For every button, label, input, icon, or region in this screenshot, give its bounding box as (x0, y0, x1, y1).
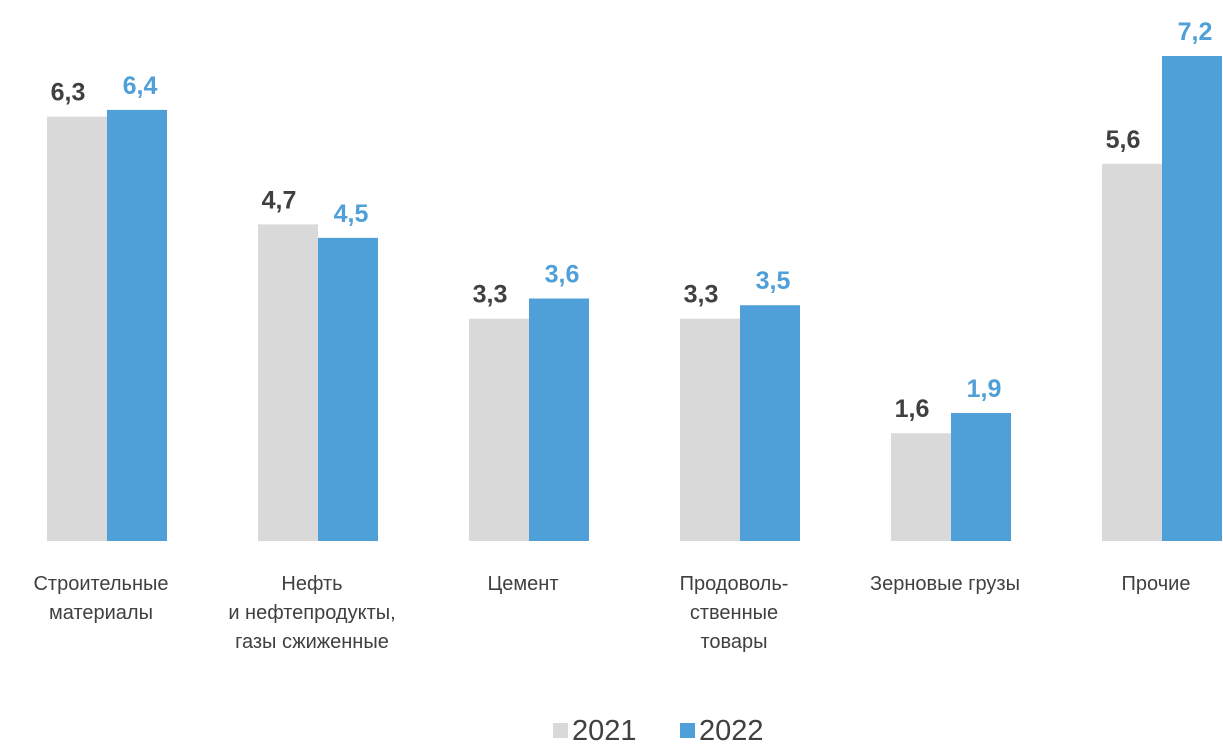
bar-2021-2 (469, 318, 529, 541)
value-label-2021-3: 3,3 (684, 281, 719, 309)
category-label-3: Продоволь- (680, 573, 789, 595)
value-label-2021-0: 6,3 (51, 79, 86, 107)
bar-2022-0 (107, 109, 167, 541)
bar-2022-2 (529, 298, 589, 541)
legend-label-2021: 2021 (572, 715, 637, 747)
legend-label-2022: 2022 (699, 715, 764, 747)
bars-layer (47, 56, 1222, 541)
value-label-2022-2: 3,6 (545, 261, 580, 289)
category-label-5: Прочие (1122, 573, 1191, 595)
value-label-2021-2: 3,3 (473, 281, 508, 309)
value-label-2022-3: 3,5 (756, 267, 791, 295)
category-label-3: товары (700, 631, 767, 653)
value-label-2022-0: 6,4 (123, 72, 158, 100)
category-label-1: и нефтепродукты, (228, 602, 395, 624)
category-label-4: Зерновые грузы (870, 573, 1020, 595)
value-label-2021-4: 1,6 (895, 395, 930, 423)
category-labels-layer: Строительные материалы Нефть и нефтепродукт… (33, 573, 1190, 653)
bar-2022-1 (318, 237, 378, 541)
legend: 2021 2022 (553, 715, 764, 747)
value-label-2021-1: 4,7 (262, 186, 297, 214)
value-label-2022-4: 1,9 (967, 375, 1002, 403)
value-labels-layer: 6,3 6,4 4,7 4,5 3,3 3,6 3,3 3,5 1,6 1,9 5,6 7,2 (51, 18, 1213, 423)
legend-swatch-2021 (553, 723, 568, 738)
bar-2022-3 (740, 305, 800, 541)
category-label-3: ственные (690, 602, 778, 624)
bar-2021-4 (891, 433, 951, 541)
category-label-1: Нефть (281, 573, 342, 595)
value-label-2022-5: 7,2 (1178, 18, 1213, 46)
legend-swatch-2022 (680, 723, 695, 738)
category-label-1: газы сжиженные (235, 631, 389, 653)
bar-2021-1 (258, 224, 318, 541)
bar-2022-5 (1162, 56, 1222, 541)
category-label-0: материалы (49, 602, 153, 624)
value-label-2022-1: 4,5 (334, 200, 369, 228)
value-label-2021-5: 5,6 (1106, 126, 1141, 154)
bar-2021-3 (680, 318, 740, 541)
category-label-0: Строительные (33, 573, 168, 595)
category-label-2: Цемент (488, 573, 559, 595)
bar-2021-5 (1102, 163, 1162, 541)
bar-2022-4 (951, 413, 1011, 541)
bar-2021-0 (47, 116, 107, 541)
